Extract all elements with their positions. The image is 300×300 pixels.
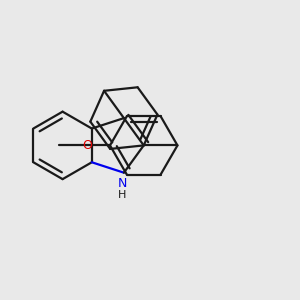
Text: O: O xyxy=(82,139,92,152)
Text: H: H xyxy=(118,190,127,200)
Text: N: N xyxy=(118,177,127,190)
